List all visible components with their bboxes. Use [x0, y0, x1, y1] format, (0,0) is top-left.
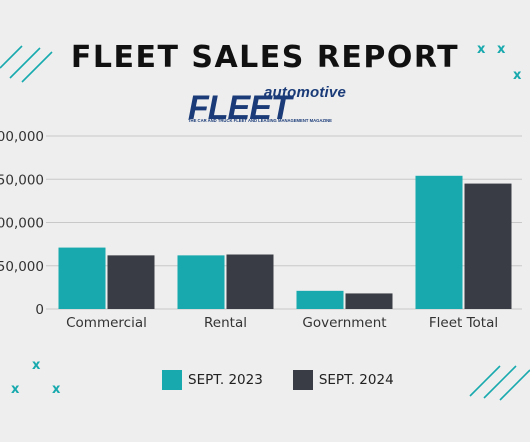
bar-2	[226, 254, 274, 309]
x-category-label: Government	[302, 315, 386, 331]
legend-label-series-2: SEPT. 2024	[318, 372, 394, 388]
automotive-fleet-logo: automotive FLEET THE CAR AND TRUCK FLEET…	[188, 84, 348, 128]
decorative-cross-icon: x	[497, 42, 506, 57]
legend-label-series-1: SEPT. 2023	[188, 372, 263, 388]
legend: SEPT. 2023 SEPT. 2024	[162, 370, 424, 390]
x-category-label: Commercial	[66, 315, 147, 331]
decorative-cross-icon: x	[11, 382, 20, 397]
decorative-cross-icon: x	[32, 358, 41, 373]
x-category-label: Rental	[204, 315, 247, 331]
bar-2	[107, 255, 155, 309]
y-tick-label: 200,000	[0, 129, 44, 145]
logo-tagline: THE CAR AND TRUCK FLEET AND LEASING MANA…	[188, 118, 332, 123]
y-tick-label: 50,000	[0, 259, 44, 275]
legend-swatch-series-2	[292, 370, 313, 390]
logo-top-text: automotive	[263, 84, 346, 101]
bar-1	[177, 255, 225, 309]
bar-2	[345, 293, 393, 309]
decorative-stripes-bottom-right	[469, 365, 530, 401]
y-tick-label: 0	[35, 302, 44, 318]
chart-title: FLEET SALES REPORT	[70, 40, 460, 75]
bar-1	[415, 175, 463, 309]
decorative-cross-icon: x	[513, 68, 522, 83]
legend-item-series-2: SEPT. 2024	[292, 370, 394, 390]
decorative-stripes-top-left	[0, 45, 53, 83]
y-tick-label: 150,000	[0, 172, 44, 188]
bar-2	[464, 183, 512, 309]
decorative-cross-icon: x	[477, 42, 486, 57]
legend-item-series-1: SEPT. 2023	[162, 370, 263, 390]
x-category-label: Fleet Total	[429, 315, 498, 331]
bar-1	[296, 290, 344, 309]
decorative-cross-icon: x	[52, 382, 61, 397]
bar-1	[58, 247, 106, 309]
legend-swatch-series-1	[162, 370, 182, 390]
logo-main-text: FLEET	[188, 89, 292, 127]
y-tick-label: 100,000	[0, 216, 44, 232]
